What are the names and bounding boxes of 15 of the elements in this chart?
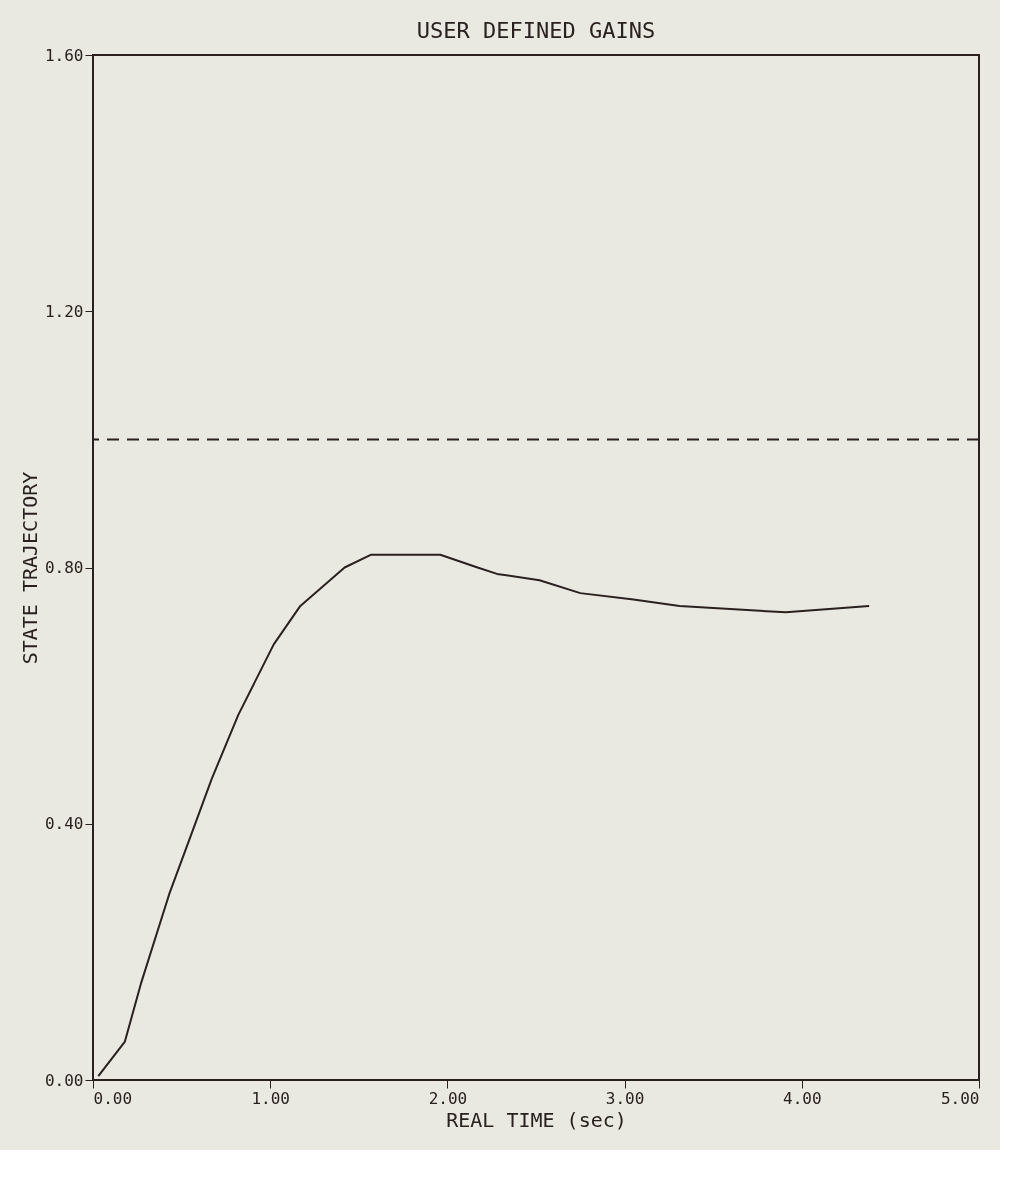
y-tick-label: 0.00	[44, 1070, 84, 1090]
x-tick-label: 3.00	[605, 1088, 645, 1108]
x-tick-label: 1.00	[251, 1088, 290, 1108]
y-tick-label: 1.20	[44, 301, 84, 321]
x-tick-label: 4.00	[783, 1088, 822, 1108]
x-tick-label: 2.00	[428, 1088, 468, 1108]
x-tick-label: 0.00	[93, 1088, 133, 1108]
chart-title: USER DEFINED GAINS	[416, 18, 656, 43]
line-series	[97, 553, 871, 1078]
y-tick-label: 1.60	[44, 45, 84, 65]
y-tick-label: 0.40	[44, 814, 84, 834]
y-axis-title: STATE TRAJECTORY	[17, 471, 42, 665]
x-axis-title: REAL TIME (sec)	[446, 1107, 627, 1132]
x-tick-label: 5.00	[940, 1088, 980, 1108]
y-tick-label: 0.80	[44, 558, 84, 577]
